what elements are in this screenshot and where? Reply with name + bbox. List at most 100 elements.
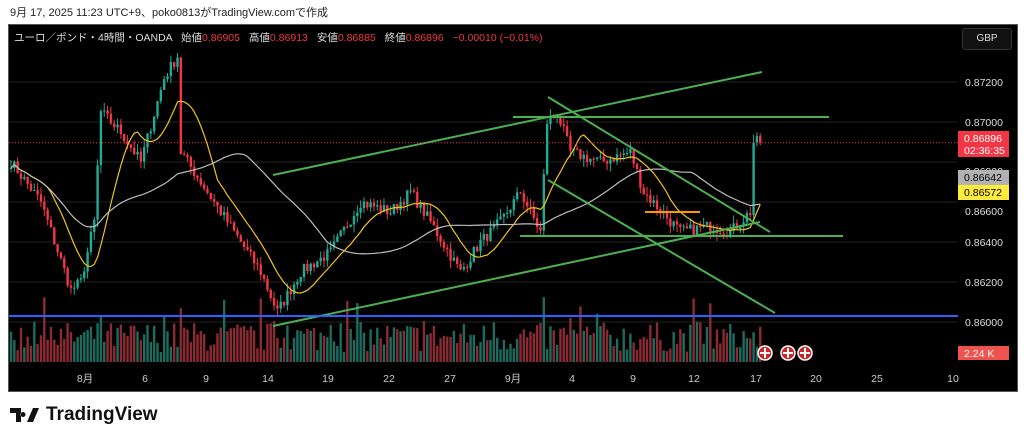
volume-bar (725, 333, 729, 362)
tradingview-logo[interactable]: TradingView (10, 404, 158, 426)
volume-bar (442, 335, 446, 362)
candle-body (359, 207, 362, 213)
candle-body (559, 115, 562, 125)
candle-body (166, 76, 169, 79)
volume-bar (366, 351, 369, 362)
candle-body (469, 261, 472, 268)
volume-bar (742, 331, 745, 362)
volume-bar (219, 327, 222, 362)
candle-body (692, 224, 695, 236)
last-price-badge-text: 0.86896 (964, 133, 1002, 145)
volume-bar (619, 350, 622, 362)
volume-bar (629, 333, 632, 362)
volume-bar (346, 300, 349, 362)
volume-bar (732, 333, 735, 362)
volume-bar (19, 327, 23, 362)
volume-bar (352, 339, 356, 362)
volume-bar (485, 340, 489, 362)
candle-body (389, 213, 392, 215)
candle-body (339, 230, 342, 237)
volume-bar (199, 330, 203, 362)
candle-body (562, 124, 565, 127)
low-label: 安値 (316, 32, 338, 44)
candle-body (249, 249, 252, 252)
volume-bar (182, 327, 186, 362)
volume-bar (79, 334, 83, 362)
candle-body (113, 123, 116, 128)
volume-bar (259, 298, 262, 362)
candle-body (242, 241, 246, 247)
candle-body (202, 184, 206, 189)
candle-body (542, 174, 545, 231)
candle-body (289, 291, 292, 295)
volume-bar (515, 338, 519, 362)
candle-body (649, 195, 652, 203)
volume-bar (249, 326, 252, 362)
volume-bar (635, 349, 639, 362)
volume-bar (186, 329, 189, 362)
candle-body (73, 287, 76, 289)
candle-body (499, 216, 502, 220)
volume-bar (386, 325, 389, 362)
volume-bar (379, 338, 382, 362)
candle-body (476, 246, 479, 252)
volume-bar (113, 345, 116, 362)
candle-body (372, 202, 376, 207)
volume-bar (462, 323, 466, 362)
volume-bar (519, 333, 522, 362)
volume-bar (136, 331, 139, 362)
candle-body (29, 183, 33, 191)
uk-flag-cross (783, 348, 793, 358)
candle-body (23, 177, 26, 179)
candle-body (219, 205, 222, 216)
y-tick-label: 0.87200 (965, 77, 1003, 89)
volume-bar (362, 332, 366, 362)
currency-button[interactable]: GBP (962, 28, 1012, 50)
volume-bar (129, 325, 133, 362)
volume-bar (575, 333, 579, 362)
slow-ma-badge-bg (958, 170, 1009, 185)
candle-body (349, 224, 352, 227)
last-price-badge-bg (958, 131, 1009, 157)
candle-body (192, 166, 196, 177)
volume-bar (639, 339, 642, 362)
volume-bar (166, 331, 169, 362)
volume-bar (59, 328, 63, 362)
volume-bar (585, 326, 589, 362)
candle-body (565, 126, 569, 137)
candle-body (446, 247, 449, 250)
candle-body (525, 201, 529, 207)
symbol-name[interactable]: ユーロ／ポンド・4時間・OANDA (14, 32, 173, 44)
x-tick-label: 19 (322, 373, 334, 385)
volume-bar (432, 326, 436, 362)
volume-bar (23, 347, 26, 362)
volume-bar (83, 332, 86, 362)
volume-bar (179, 308, 183, 362)
volume-bar (282, 337, 286, 362)
candle-body (336, 236, 339, 242)
volume-bar (192, 323, 196, 362)
candle-body (452, 257, 456, 261)
volume-bar (286, 325, 289, 362)
slow-ma-badge: 0.86642 (958, 170, 1009, 185)
fast-ma-badge-bg (958, 185, 1009, 200)
volume-bar (279, 347, 282, 362)
volume-bar (322, 335, 326, 362)
candle-body (316, 261, 319, 268)
candle-body (99, 111, 103, 166)
volume-bar (489, 340, 492, 362)
volume-bar (376, 327, 379, 362)
candle-body (579, 149, 582, 159)
candle-body (106, 110, 109, 114)
candle-body (749, 213, 752, 216)
candle-body (239, 235, 242, 242)
candle-body (645, 194, 649, 196)
candle-body (206, 188, 209, 193)
volume-bar (302, 333, 306, 362)
volume-bar (356, 303, 359, 362)
candle-body (186, 155, 189, 157)
candle-body (722, 233, 725, 235)
candle-body (635, 163, 639, 169)
